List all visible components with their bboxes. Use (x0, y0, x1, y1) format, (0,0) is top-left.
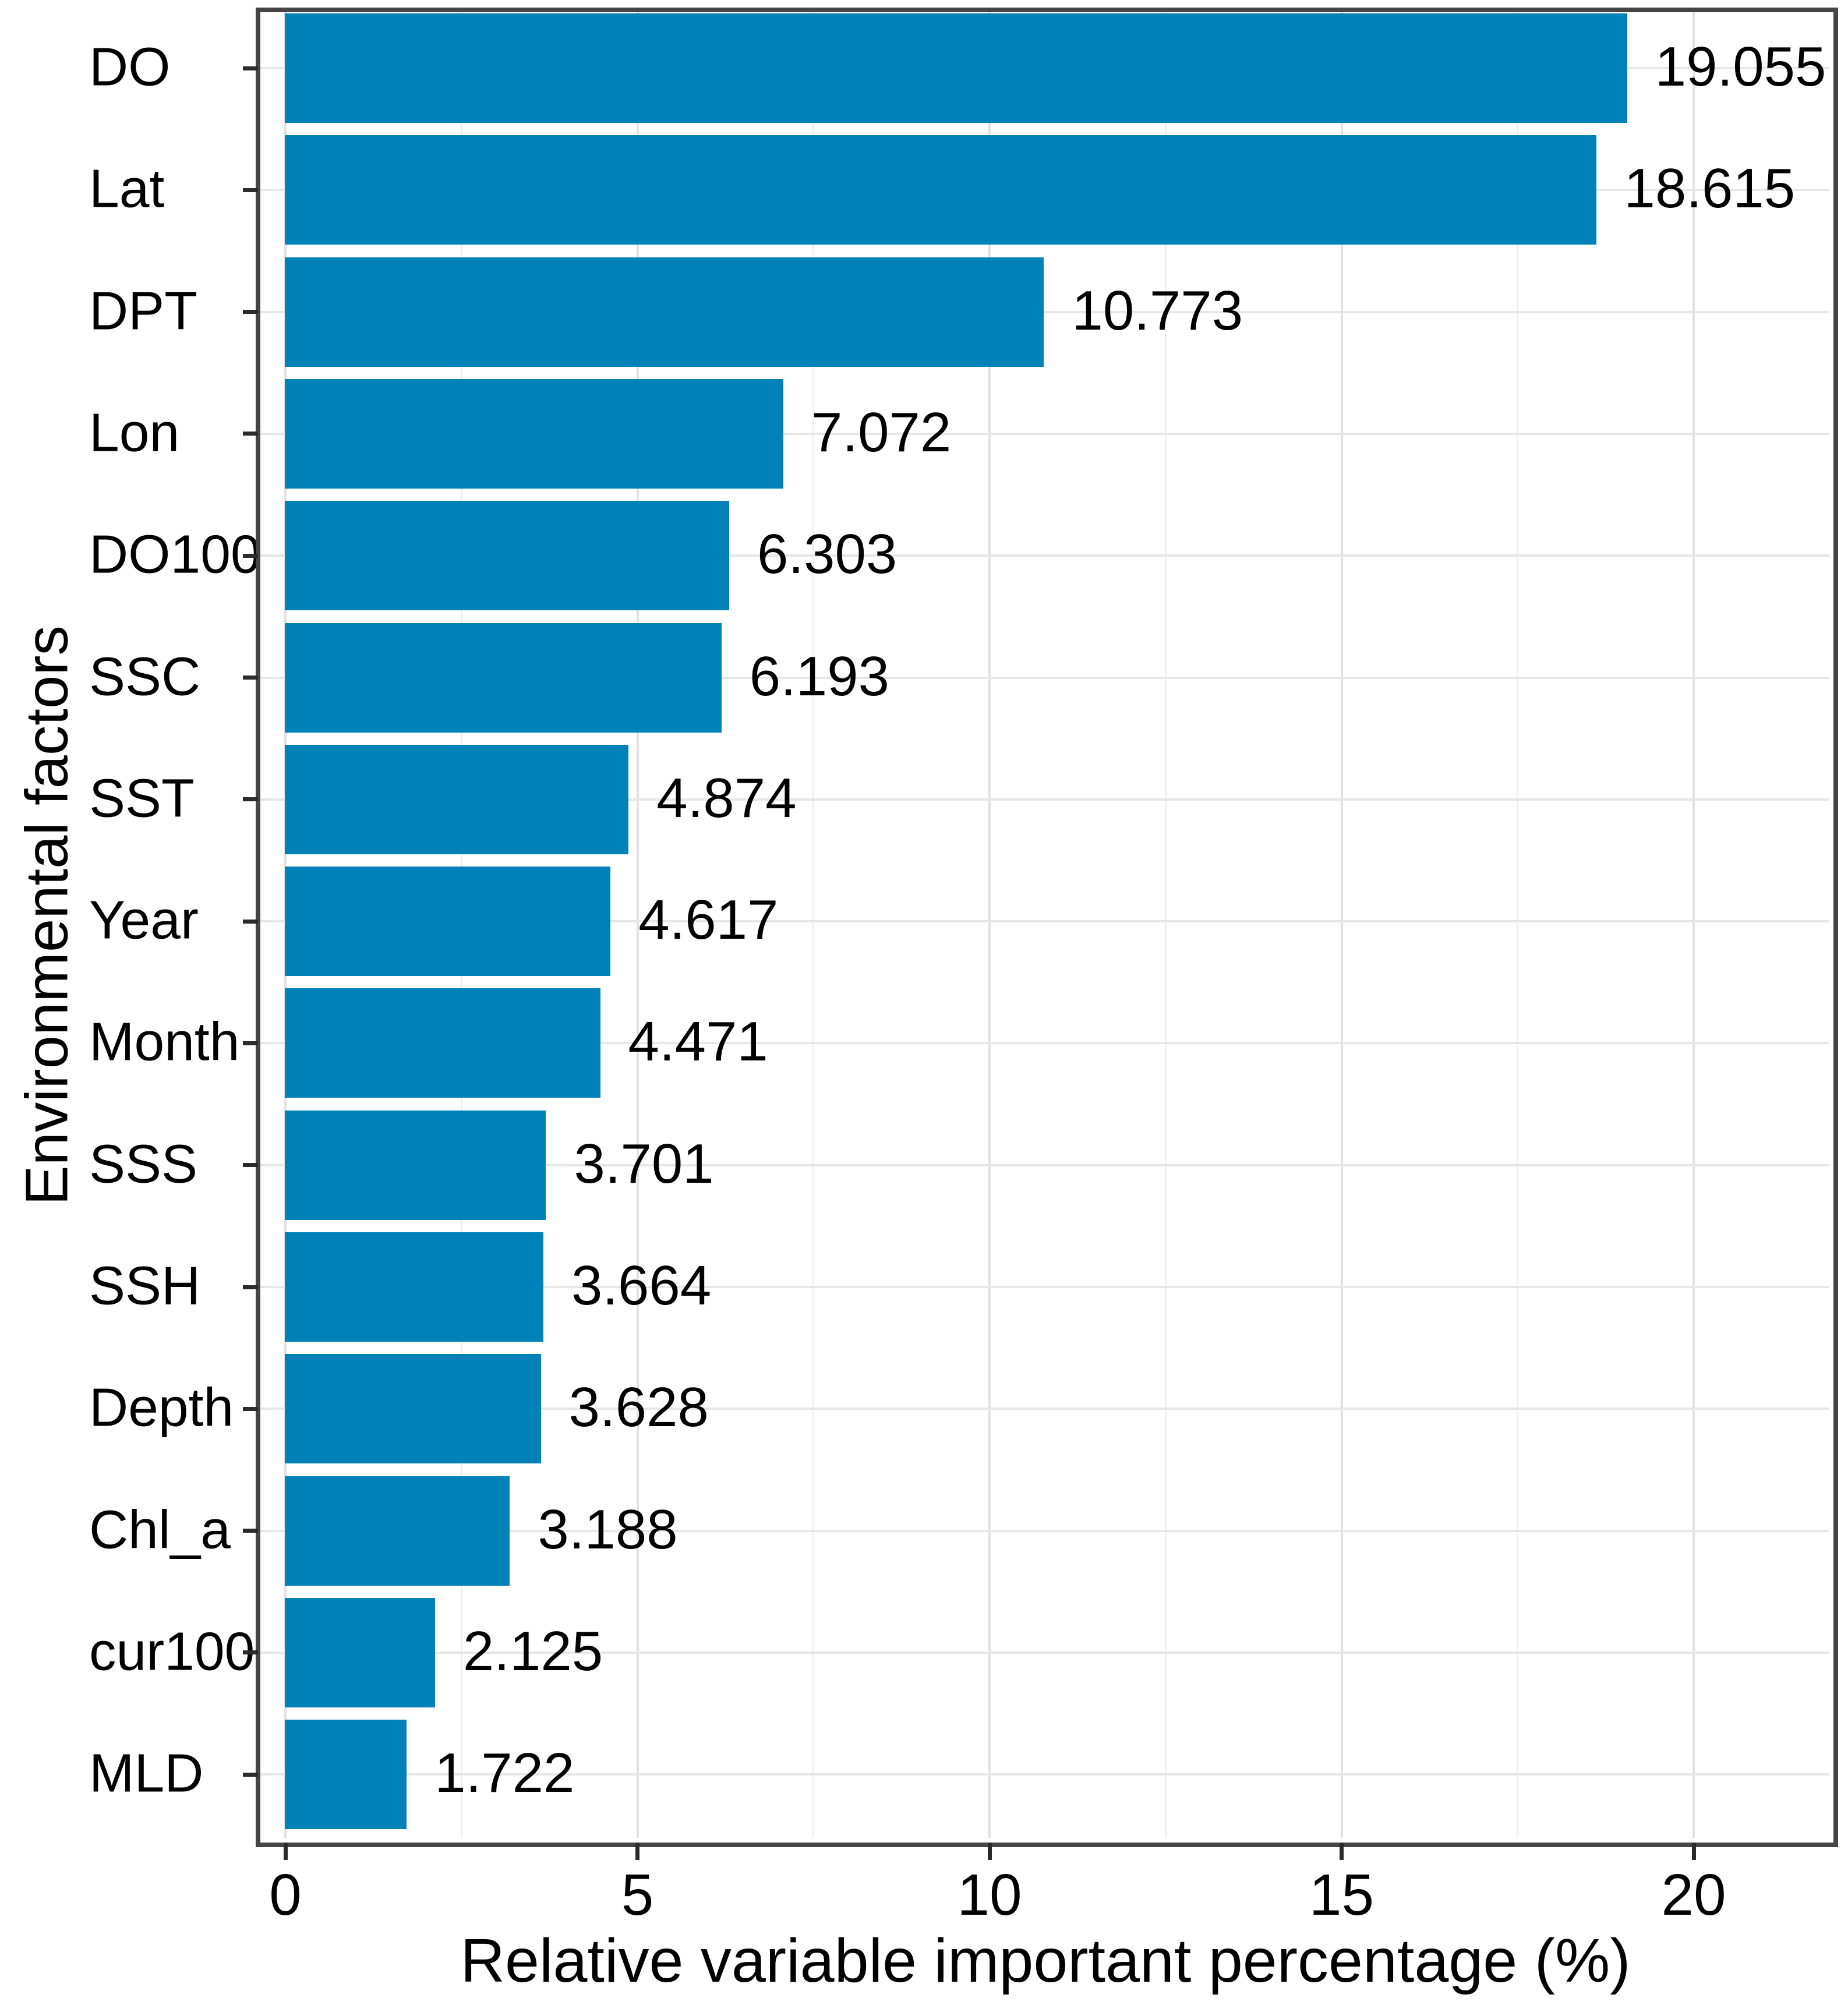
y-axis-tick (243, 1650, 258, 1655)
gridline-horizontal-major (260, 1408, 1829, 1410)
bar-value-label: 19.055 (1655, 36, 1826, 98)
y-tick-label-DPT: DPT (89, 280, 197, 341)
gridline-vertical-minor (812, 12, 815, 1838)
gridline-horizontal-major (260, 310, 1829, 313)
gridline-vertical-major (636, 12, 639, 1838)
y-axis-tick (243, 676, 258, 680)
bar-value-label: 4.617 (638, 889, 779, 952)
gridline-horizontal-major (260, 676, 1829, 679)
bar-SSH (285, 1232, 543, 1342)
gridline-vertical-minor (1517, 12, 1519, 1838)
gridline-vertical-major (1340, 12, 1343, 1838)
x-tick-label-5: 5 (621, 1862, 654, 1928)
gridline-horizontal-major (260, 432, 1829, 435)
bar-value-label: 10.773 (1072, 279, 1243, 342)
bar-value-label: 4.874 (656, 766, 797, 829)
y-axis-tick (243, 432, 258, 436)
y-axis-tick (243, 797, 258, 802)
x-axis-tick (1340, 1843, 1344, 1860)
y-tick-label-SST: SST (89, 768, 195, 829)
y-axis-tick (243, 553, 258, 558)
bar-MLD (285, 1720, 407, 1830)
bar-DO (285, 13, 1627, 123)
y-axis-tick (243, 310, 258, 314)
gridline-horizontal-major (260, 1773, 1829, 1776)
bar-value-label: 3.628 (568, 1376, 709, 1439)
y-axis-tick (243, 1163, 258, 1168)
bar-SSC (285, 623, 722, 733)
bar-Depth (285, 1354, 541, 1464)
y-axis-tick (243, 1041, 258, 1045)
y-tick-label-Lon: Lon (89, 402, 180, 463)
x-tick-label-10: 10 (957, 1862, 1022, 1928)
gridline-horizontal-major (260, 1529, 1829, 1532)
x-axis-tick (1691, 1843, 1696, 1860)
bar-value-label: 3.664 (571, 1254, 712, 1317)
bar-Chl_a (285, 1476, 510, 1586)
y-tick-label-cur100: cur100 (89, 1621, 255, 1682)
bar-DO100 (285, 501, 730, 611)
x-axis-title: Relative variable important percentage (… (460, 1926, 1631, 1995)
gridline-vertical-minor (1164, 12, 1167, 1838)
y-axis-title: Environmental factors (13, 625, 80, 1206)
bar-cur100 (285, 1597, 435, 1707)
x-axis-tick (283, 1843, 288, 1860)
bar-value-label: 18.615 (1624, 157, 1796, 220)
y-tick-label-DO100: DO100 (89, 524, 261, 585)
bar-DPT (285, 257, 1044, 367)
bar-SST (285, 744, 629, 854)
y-tick-label-Chl_a: Chl_a (89, 1499, 231, 1560)
x-tick-label-0: 0 (269, 1862, 302, 1928)
y-tick-label-SSH: SSH (89, 1255, 201, 1316)
gridline-horizontal-major (260, 1042, 1829, 1045)
gridline-horizontal-major (260, 1286, 1829, 1288)
gridline-vertical-major (1692, 12, 1695, 1838)
bar-Lat (285, 135, 1596, 245)
y-tick-label-Year: Year (89, 889, 199, 950)
bar-value-label: 2.125 (462, 1619, 603, 1682)
x-tick-label-20: 20 (1661, 1862, 1726, 1928)
bar-value-label: 3.188 (538, 1498, 678, 1561)
bar-value-label: 1.722 (434, 1742, 575, 1805)
y-axis-tick (243, 1285, 258, 1289)
y-tick-label-MLD: MLD (89, 1742, 204, 1804)
bar-Year (285, 867, 611, 977)
gridline-vertical-major (988, 12, 991, 1838)
y-axis-tick (243, 919, 258, 924)
y-tick-label-Lat: Lat (89, 158, 165, 219)
y-tick-label-SSS: SSS (89, 1133, 198, 1194)
gridline-horizontal-major (260, 920, 1829, 923)
bar-Lon (285, 379, 783, 489)
bar-SSS (285, 1110, 546, 1220)
gridline-horizontal-major (260, 1651, 1829, 1654)
gridline-horizontal-major (260, 798, 1829, 801)
x-axis-tick (635, 1843, 639, 1860)
gridline-horizontal-major (260, 1164, 1829, 1166)
x-tick-label-15: 15 (1309, 1862, 1374, 1928)
y-axis-tick (243, 1772, 258, 1777)
bar-value-label: 6.303 (757, 523, 898, 586)
y-axis-tick (243, 66, 258, 70)
y-tick-label-Depth: Depth (89, 1377, 234, 1438)
y-tick-label-SSC: SSC (89, 646, 201, 707)
y-axis-tick (243, 1529, 258, 1533)
x-axis-tick (987, 1843, 992, 1860)
bar-Month (285, 988, 600, 1098)
y-axis-tick (243, 188, 258, 192)
y-axis-tick (243, 1406, 258, 1411)
y-tick-label-DO: DO (89, 36, 171, 97)
bar-value-label: 3.701 (574, 1132, 714, 1195)
bar-value-label: 4.471 (628, 1010, 768, 1073)
y-tick-label-Month: Month (89, 1012, 240, 1073)
bar-value-label: 7.072 (811, 401, 952, 464)
bar-value-label: 6.193 (749, 645, 889, 708)
gridline-horizontal-major (260, 554, 1829, 557)
